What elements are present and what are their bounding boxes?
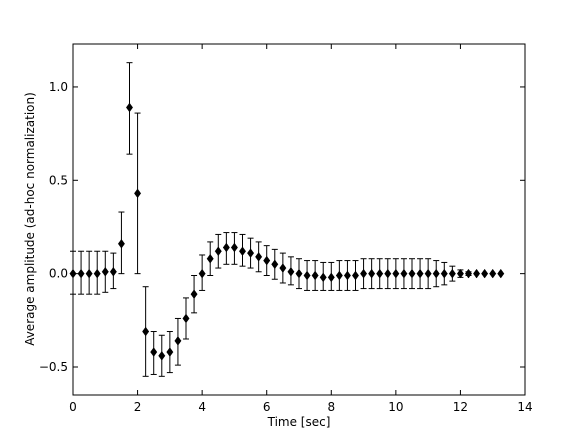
data-point — [440, 268, 448, 279]
data-point — [392, 268, 400, 279]
data-point — [125, 102, 134, 113]
data-point — [489, 268, 497, 279]
data-point — [335, 270, 343, 281]
x-tick-label: 12 — [453, 400, 468, 414]
y-axis-label: Average amplitude (ad-hoc normalization) — [23, 92, 37, 346]
data-point — [376, 268, 384, 279]
data-point — [150, 347, 158, 357]
data-point — [327, 272, 335, 283]
x-tick-label: 0 — [69, 400, 77, 414]
data-point — [360, 268, 368, 279]
data-point — [174, 336, 182, 346]
data-point — [416, 268, 424, 279]
data-point — [456, 268, 464, 279]
x-tick-label: 10 — [388, 400, 403, 414]
data-point — [166, 347, 174, 357]
data-point — [117, 238, 125, 249]
data-point — [424, 268, 432, 279]
data-point — [263, 255, 271, 266]
data-point — [448, 268, 456, 279]
x-tick-label: 6 — [263, 400, 271, 414]
data-point — [481, 268, 489, 279]
data-point — [255, 252, 263, 262]
data-point — [279, 263, 287, 273]
data-point — [368, 268, 376, 279]
data-point — [142, 326, 150, 337]
data-point — [109, 266, 117, 277]
data-point — [214, 246, 222, 257]
data-point — [311, 270, 319, 281]
x-tick-label: 4 — [198, 400, 206, 414]
data-point — [287, 266, 295, 277]
data-point — [295, 268, 303, 279]
data-point — [473, 268, 481, 279]
data-point — [190, 289, 198, 300]
data-point — [77, 268, 85, 279]
data-marks — [69, 62, 505, 377]
data-point — [247, 248, 255, 258]
data-point — [464, 268, 473, 279]
plot-frame — [72, 43, 526, 396]
data-point — [158, 350, 166, 361]
x-tick-label: 8 — [327, 400, 335, 414]
data-point — [271, 259, 279, 270]
data-point — [351, 270, 360, 281]
x-tick-label: 2 — [134, 400, 142, 414]
data-point — [101, 266, 109, 277]
data-point — [319, 272, 327, 283]
y-tick-label: 1.0 — [49, 80, 68, 94]
x-axis-label: Time [sec] — [267, 415, 331, 429]
axis-ticks: 0 2 4 6 8 10 12 14 −0.5 0.0 0.5 1.0 — [39, 44, 533, 414]
data-point — [230, 242, 238, 253]
data-point — [303, 270, 311, 281]
data-point — [93, 268, 101, 279]
data-point — [408, 268, 416, 279]
data-point — [343, 270, 351, 281]
data-point — [206, 253, 214, 264]
data-point — [497, 268, 505, 279]
data-point — [432, 268, 440, 279]
data-point — [384, 268, 392, 279]
x-tick-label: 14 — [517, 400, 532, 414]
data-point — [222, 242, 230, 253]
data-point — [238, 246, 247, 257]
data-point — [134, 188, 142, 199]
y-tick-label: 0.0 — [49, 267, 68, 281]
data-point — [182, 313, 190, 324]
data-point — [198, 268, 206, 279]
data-point — [85, 268, 93, 279]
data-point — [400, 268, 408, 279]
y-tick-label: 0.5 — [49, 173, 68, 187]
y-tick-label: −0.5 — [39, 360, 68, 374]
